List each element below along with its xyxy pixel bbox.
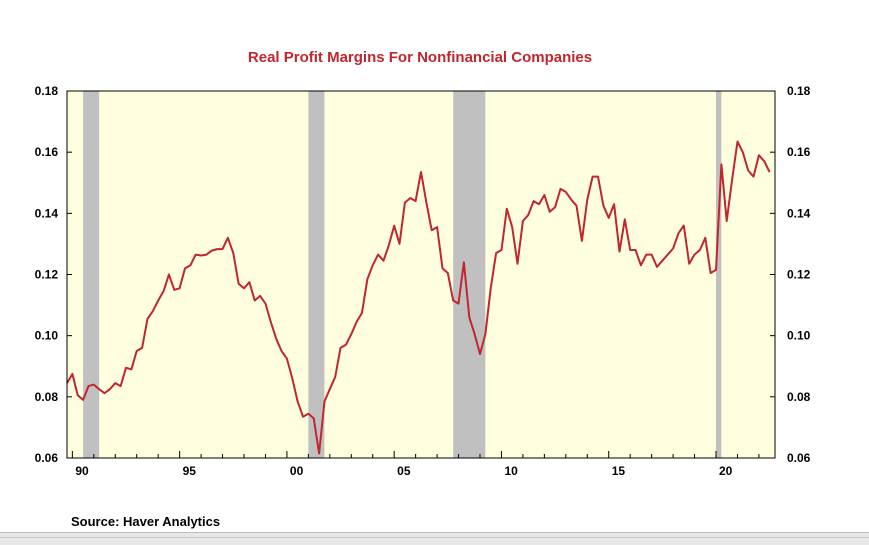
recession-band-4 — [716, 91, 722, 458]
plot-background — [67, 91, 775, 458]
y-tick-label-right: 0.14 — [787, 206, 811, 220]
y-axis-left: 0.06 0.08 0.10 0.12 0.14 0.16 0.18 — [35, 84, 72, 465]
y-tick-label-right: 0.18 — [787, 84, 811, 98]
y-axis-right: 0.06 0.08 0.10 0.12 0.14 0.16 0.18 — [770, 84, 811, 465]
recession-band-3 — [453, 91, 486, 458]
y-tick-label-left: 0.14 — [35, 206, 59, 220]
x-tick-label: 95 — [183, 464, 197, 478]
x-tick-label: 10 — [504, 464, 518, 478]
y-tick-label-left: 0.12 — [35, 268, 59, 282]
y-tick-label-left: 0.16 — [35, 145, 59, 159]
chart-title: Real Profit Margins For Nonfinancial Com… — [248, 49, 592, 66]
y-tick-label-right: 0.08 — [787, 390, 811, 404]
y-tick-label-left: 0.08 — [35, 390, 59, 404]
y-tick-label-right: 0.16 — [787, 145, 811, 159]
y-tick-label-right: 0.12 — [787, 268, 811, 282]
x-tick-label: 15 — [612, 464, 626, 478]
series-lines — [66, 140, 771, 455]
y-tick-label-right: 0.10 — [787, 329, 811, 343]
x-tick-label: 20 — [719, 464, 733, 478]
x-tick-label: 00 — [290, 464, 304, 478]
recession-band-2 — [308, 91, 325, 458]
y-tick-label-left: 0.06 — [35, 451, 59, 465]
recession-bands — [83, 91, 722, 458]
recession-band-1 — [83, 91, 100, 458]
source-note: Source: Haver Analytics — [71, 514, 221, 529]
x-axis: 90 95 00 05 10 15 20 — [71, 451, 760, 478]
x-tick-label: 90 — [75, 464, 89, 478]
y-tick-label-right: 0.06 — [787, 451, 811, 465]
plot-area — [67, 91, 775, 458]
y-tick-label-left: 0.18 — [35, 84, 59, 98]
series-line-1 — [66, 140, 771, 455]
x-tick-label: 05 — [397, 464, 411, 478]
window-bottom-bar — [0, 532, 869, 545]
y-tick-label-left: 0.10 — [35, 329, 59, 343]
